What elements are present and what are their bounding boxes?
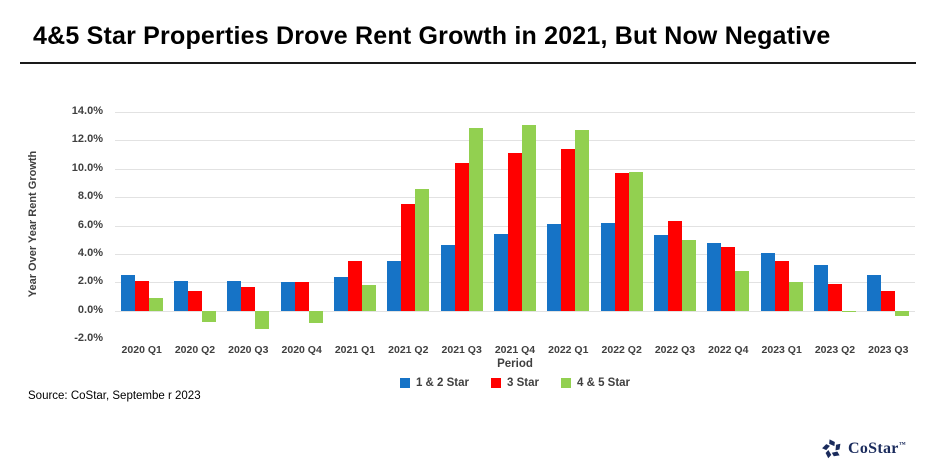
- x-tick-label: 2023 Q1: [761, 344, 802, 356]
- bar-1-2-star-2020-q1: [120, 275, 135, 311]
- bar-1-2-star-2021-q3: [440, 245, 455, 311]
- bar-1-2-star-2020-q4: [280, 282, 295, 311]
- plot-area: [115, 112, 915, 339]
- bar-4-5-star-2021-q2: [415, 188, 430, 311]
- bar-4-5-star-2021-q3: [468, 127, 483, 311]
- bar-4-5-star-2023-q3: [895, 310, 910, 317]
- gridline: [115, 140, 915, 142]
- bar-3-star-2022-q3: [668, 221, 682, 311]
- legend-item: 1 & 2 Star: [399, 377, 470, 389]
- x-tick-label: 2021 Q4: [494, 344, 536, 356]
- bar-1-2-star-2021-q4: [494, 234, 508, 311]
- x-tick-label: 2022 Q3: [654, 344, 696, 356]
- y-axis-ticks: 14.0% 12.0% 10.0% 8.0% 6.0% 4.0% 2.0% 0.0% -2.0%: [55, 105, 107, 344]
- bar-1-2-star-2020-q3: [227, 280, 242, 311]
- bar-3-star-2023-q1: [774, 261, 789, 311]
- bar-4-5-star-2022-q3: [682, 239, 696, 311]
- y-tick-label: 14.0%: [71, 105, 103, 117]
- legend-label: 3 Star: [507, 377, 539, 389]
- bar-1-2-star-2021-q1: [334, 276, 348, 311]
- x-tick-label: 2020 Q2: [174, 344, 216, 356]
- bar-4-5-star-2022-q1: [575, 130, 590, 311]
- bar-3-star-2022-q1: [561, 148, 576, 311]
- source-note: Source: CoStar, Septembe r 2023: [28, 390, 201, 402]
- y-tick-label: 0.0%: [77, 303, 103, 316]
- bar-1-2-star-2020-q2: [174, 280, 188, 311]
- legend-swatch: [560, 378, 571, 388]
- y-tick-label: 12.0%: [71, 133, 103, 146]
- x-tick-label: 2021 Q2: [388, 344, 429, 356]
- bar-3-star-2023-q3: [881, 290, 896, 311]
- bar-1-2-star-2022-q3: [654, 235, 668, 311]
- bar-4-5-star-2020-q4: [308, 310, 323, 324]
- costar-logo: CoStar™: [821, 438, 906, 460]
- bar-3-star-2021-q1: [348, 261, 362, 311]
- y-tick-label: -2.0%: [74, 332, 103, 344]
- bar-3-star-2022-q2: [614, 173, 629, 311]
- y-axis-title: Year Over Year Rent Growth: [27, 150, 39, 298]
- bar-4-5-star-2020-q2: [202, 310, 216, 322]
- x-tick-label: 2023 Q2: [814, 344, 856, 356]
- bar-1-2-star-2022-q2: [600, 222, 615, 311]
- bar-3-star-2020-q2: [188, 290, 202, 311]
- y-tick-label: 6.0%: [77, 218, 103, 231]
- y-tick-label: 10.0%: [71, 161, 103, 174]
- x-tick-label: 2022 Q1: [548, 344, 589, 356]
- x-tick-label: 2021 Q3: [441, 344, 482, 356]
- bar-3-star-2021-q3: [454, 163, 469, 311]
- x-tick-label: 2020 Q3: [228, 344, 269, 356]
- gridline: [115, 310, 915, 312]
- bar-1-2-star-2023-q1: [760, 252, 775, 311]
- bar-3-star-2021-q2: [401, 204, 416, 311]
- x-tick-label: 2020 Q1: [121, 344, 162, 356]
- bar-4-5-star-2022-q2: [628, 171, 643, 311]
- bar-1-2-star-2023-q3: [867, 275, 882, 311]
- legend-item: 4 & 5 Star: [560, 377, 631, 389]
- bar-1-2-star-2023-q2: [814, 265, 828, 311]
- bar-3-star-2022-q4: [721, 246, 736, 311]
- bar-1-2-star-2021-q2: [387, 261, 402, 311]
- gridline: [115, 112, 915, 113]
- bar-4-5-star-2022-q4: [735, 270, 750, 311]
- x-axis-title: Period: [497, 358, 533, 370]
- bar-1-2-star-2022-q4: [707, 242, 722, 311]
- legend-swatch: [399, 378, 410, 388]
- title-underline: [20, 62, 916, 64]
- y-tick-label: 2.0%: [77, 275, 103, 288]
- x-tick-label: 2022 Q2: [601, 344, 642, 356]
- bar-4-5-star-2020-q3: [255, 310, 270, 329]
- bar-4-5-star-2023-q2: [842, 310, 856, 312]
- bar-3-star-2023-q2: [828, 283, 842, 311]
- bar-3-star-2020-q3: [241, 286, 256, 311]
- x-tick-label: 2022 Q4: [708, 344, 749, 356]
- legend-label: 1 & 2 Star: [415, 377, 470, 389]
- bar-3-star-2020-q1: [134, 280, 149, 311]
- trademark-symbol: ™: [898, 440, 906, 449]
- y-tick-label: 4.0%: [77, 246, 103, 259]
- legend-label: 4 & 5 Star: [576, 377, 631, 389]
- y-tick-label: 8.0%: [77, 190, 103, 203]
- bar-4-5-star-2023-q1: [788, 282, 803, 311]
- legend: 1 & 2 Star 3 Star 4 & 5 Star: [115, 377, 915, 389]
- bar-1-2-star-2022-q1: [547, 224, 562, 311]
- bar-4-5-star-2021-q1: [362, 285, 376, 311]
- bar-4-5-star-2020-q1: [148, 297, 163, 311]
- chart-title: 4&5 Star Properties Drove Rent Growth in…: [33, 22, 831, 50]
- x-tick-label: 2020 Q4: [281, 344, 322, 356]
- bar-3-star-2020-q4: [294, 282, 309, 311]
- costar-pinwheel-icon: [822, 439, 841, 459]
- legend-item: 3 Star: [491, 377, 539, 389]
- x-axis-labels: 2020 Q1 2020 Q2 2020 Q3 2020 Q4 2021 Q1 2021 …: [115, 344, 915, 358]
- legend-swatch: [491, 378, 502, 388]
- bar-4-5-star-2021-q4: [522, 124, 536, 311]
- costar-logo-text: CoStar™: [848, 440, 906, 457]
- bar-3-star-2021-q4: [508, 153, 522, 311]
- x-tick-label: 2021 Q1: [334, 344, 376, 356]
- x-tick-label: 2023 Q3: [868, 344, 909, 356]
